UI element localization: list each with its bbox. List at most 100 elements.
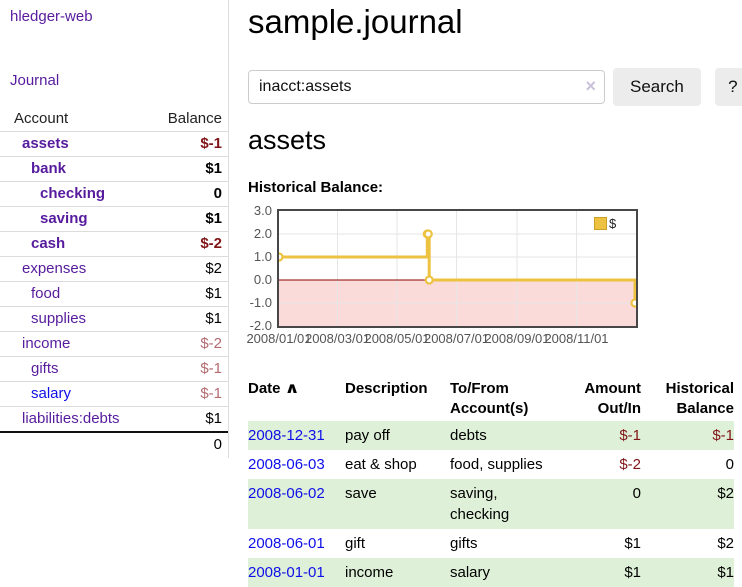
app-title-link[interactable]: hledger-web	[10, 8, 93, 25]
y-axis-tick-label: 3.0	[253, 203, 272, 218]
account-row: assets $-1	[0, 131, 228, 156]
x-axis-tick-label: 2008/09/01	[484, 331, 550, 346]
transaction-accounts: debts	[450, 427, 487, 444]
transaction-amount: $-1	[619, 427, 641, 444]
transaction-date-link[interactable]: 2008-01-01	[248, 564, 325, 581]
account-link[interactable]: bank	[31, 160, 67, 177]
column-header-date[interactable]: Date ∧	[248, 380, 300, 397]
account-balance: $-2	[200, 235, 222, 252]
clear-search-icon[interactable]: ×	[585, 76, 596, 96]
transaction-description: eat & shop	[345, 456, 417, 473]
table-row: 2008-06-02 save saving, checking 0 $2	[248, 479, 734, 529]
account-row: gifts $-1	[0, 356, 228, 381]
chart-legend: $	[592, 215, 619, 232]
sort-ascending-icon: ∧	[283, 380, 300, 397]
account-balance: $1	[205, 285, 222, 302]
account-row: saving $1	[0, 206, 228, 231]
account-balance-table: Account Balance assets $-1 bank $1 checking 0…	[0, 107, 228, 458]
account-link[interactable]: checking	[40, 185, 106, 202]
transaction-amount: $1	[624, 535, 641, 552]
account-link[interactable]: food	[31, 285, 61, 302]
transaction-amount: $1	[624, 564, 641, 581]
account-column-header: Account	[14, 110, 69, 127]
sidebar-panel: hledger-web Journal Account Balance asse…	[0, 0, 229, 458]
transaction-description: pay off	[345, 427, 390, 444]
column-header-description: Description	[345, 380, 428, 397]
account-balance: $1	[205, 410, 222, 427]
main-content: sample.journal × Search ? assets Histori…	[229, 0, 742, 587]
account-balance: $1	[205, 210, 222, 227]
transaction-description: gift	[345, 535, 366, 552]
account-balance: $-1	[200, 385, 222, 402]
y-axis-tick-label: 1.0	[253, 249, 272, 264]
account-balance: $-1	[200, 360, 222, 377]
series-swatch-icon	[594, 217, 607, 230]
transaction-date-link[interactable]: 2008-06-01	[248, 535, 325, 552]
sidebar-item-journal[interactable]: Journal	[10, 72, 60, 89]
transaction-amount: 0	[632, 485, 641, 502]
account-link[interactable]: cash	[31, 235, 66, 252]
transaction-description: income	[345, 564, 394, 581]
transaction-date-link[interactable]: 2008-06-03	[248, 456, 325, 473]
account-balance: $1	[205, 310, 222, 327]
transaction-accounts: salary	[450, 564, 491, 581]
account-row: checking 0	[0, 181, 228, 206]
account-link[interactable]: expenses	[22, 260, 87, 277]
y-axis-tick-label: 2.0	[253, 226, 272, 241]
account-table-header: Account Balance	[0, 107, 228, 131]
account-link[interactable]: gifts	[31, 360, 59, 377]
x-axis-tick-label: 2008/05/01	[364, 331, 430, 346]
account-row: food $1	[0, 281, 228, 306]
search-form: × Search ?	[248, 68, 742, 106]
table-row: 2008-01-01 income salary $1 $1	[248, 558, 734, 587]
account-balance: $1	[205, 160, 222, 177]
account-link[interactable]: saving	[40, 210, 88, 227]
account-row: cash $-2	[0, 231, 228, 256]
transaction-balance: 0	[725, 456, 734, 473]
transaction-date-link[interactable]: 2008-06-02	[248, 485, 325, 502]
historical-balance-chart: $ 3.0 2.0 1.0 0.0 -1.0 -2.0 2008/01/01 2008/03/…	[246, 204, 718, 351]
account-row: liabilities:debts $1	[0, 406, 228, 431]
sidebar: hledger-web Journal Account Balance asse…	[0, 0, 229, 587]
transaction-amount: $-2	[619, 456, 641, 473]
search-field-wrap: ×	[248, 70, 605, 104]
x-axis-tick-label: 2008/03/01	[304, 331, 371, 346]
account-row: expenses $2	[0, 256, 228, 281]
account-balance: $-2	[200, 335, 222, 352]
transaction-balance: $2	[717, 485, 734, 502]
column-header-amount: Amount Out/In	[584, 380, 641, 417]
chart-heading: Historical Balance:	[248, 179, 384, 196]
transaction-accounts: food, supplies	[450, 456, 543, 473]
account-heading: assets	[248, 125, 327, 155]
x-axis-tick-label: 2008/07/01	[423, 331, 490, 346]
chart-plot-area	[277, 209, 638, 328]
balance-column-header: Balance	[167, 110, 222, 127]
transaction-balance: $1	[717, 564, 734, 581]
account-link[interactable]: liabilities:debts	[22, 410, 120, 427]
transaction-date-link[interactable]: 2008-12-31	[248, 427, 325, 444]
account-link[interactable]: income	[22, 335, 71, 352]
table-row: 2008-06-03 eat & shop food, supplies $-2 0	[248, 450, 734, 479]
account-row: salary $-1	[0, 381, 228, 406]
search-button[interactable]: Search	[613, 68, 701, 106]
column-header-accounts: To/From Account(s)	[450, 380, 529, 417]
x-axis-tick-label: 2008/01/01	[246, 331, 312, 346]
account-link[interactable]: supplies	[31, 310, 87, 327]
y-axis-tick-label: -1.0	[249, 295, 272, 310]
table-row: 2008-06-01 gift gifts $1 $2	[248, 529, 734, 558]
account-row: supplies $1	[0, 306, 228, 331]
register-header-row: Date ∧ Description To/From Account(s) Amo…	[248, 377, 734, 421]
help-button[interactable]: ?	[714, 68, 742, 106]
account-balance: $2	[205, 260, 222, 277]
account-balance: $-1	[200, 135, 222, 152]
transaction-balance: $2	[717, 535, 734, 552]
transaction-accounts: saving, checking	[450, 485, 510, 523]
account-row: income $-2	[0, 331, 228, 356]
account-row: bank $1	[0, 156, 228, 181]
account-link[interactable]: assets	[22, 135, 69, 152]
y-axis-tick-label: 0.0	[253, 272, 272, 287]
x-axis-tick-label: 2008/11/01	[544, 331, 609, 346]
account-link[interactable]: salary	[31, 385, 72, 402]
search-input[interactable]	[248, 70, 605, 104]
